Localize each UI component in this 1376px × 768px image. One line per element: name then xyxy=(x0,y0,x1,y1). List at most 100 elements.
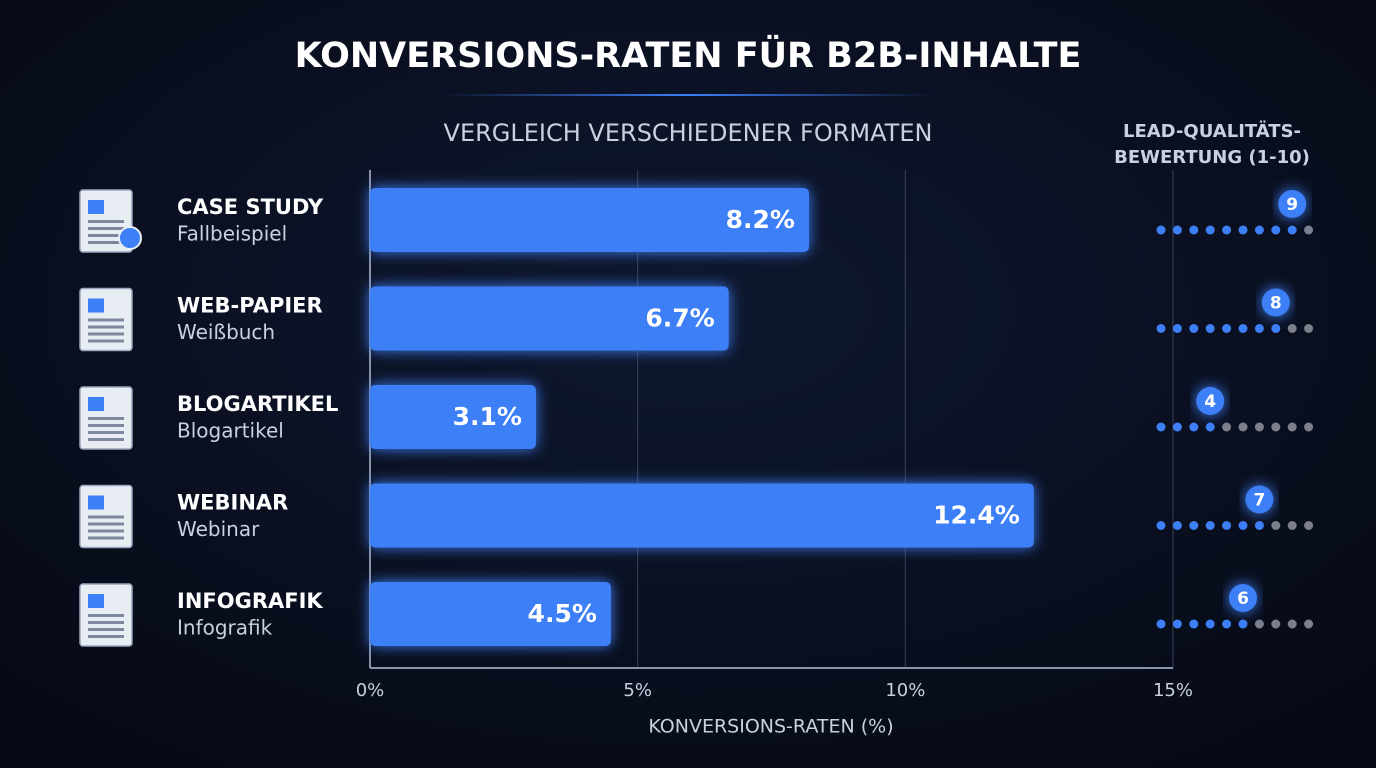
category-icon xyxy=(79,484,133,549)
rating-dot xyxy=(1172,324,1182,333)
category-sublabel: Infografik xyxy=(177,616,273,640)
chart-subtitle: VERGLEICH VERSCHIEDENER FORMATEN xyxy=(444,119,933,147)
rating-badge xyxy=(1245,485,1274,514)
rating-title: LEAD-QUALITÄTS- xyxy=(1123,120,1301,142)
x-tick-label: 10% xyxy=(885,680,925,701)
rating-dot xyxy=(1205,324,1215,333)
rating-label: 6 xyxy=(1237,589,1249,609)
rating-dot xyxy=(1205,521,1215,530)
rating-dot xyxy=(1238,619,1248,629)
rating-dot xyxy=(1189,521,1199,530)
x-tick-label: 0% xyxy=(356,680,385,701)
rating-dots xyxy=(1156,225,1297,235)
icon-accent xyxy=(88,298,104,313)
rating-dot xyxy=(1271,619,1281,629)
rating-dot xyxy=(1304,619,1314,629)
icon-line xyxy=(88,220,124,223)
icon-line xyxy=(88,635,124,638)
rating-dot xyxy=(1287,619,1297,629)
rating-dot xyxy=(1287,324,1297,333)
rating-dot xyxy=(1254,324,1264,333)
rating-badge xyxy=(1229,584,1257,612)
bar xyxy=(370,188,809,252)
rating-dot xyxy=(1205,619,1215,629)
bar xyxy=(370,286,729,351)
rating-dot xyxy=(1189,225,1199,235)
rating-dot xyxy=(1238,324,1248,333)
rating-dot xyxy=(1271,422,1281,432)
bar xyxy=(370,582,611,646)
rating-dot xyxy=(1172,619,1182,629)
category-icon xyxy=(79,189,142,253)
rating-label: 8 xyxy=(1270,294,1282,314)
icon-line xyxy=(88,515,124,519)
value-label: 6.7% xyxy=(645,304,714,333)
category-sublabel: Blogartikel xyxy=(177,419,284,443)
rating-dot xyxy=(1304,324,1314,333)
icon-line xyxy=(88,522,124,526)
rating-dot xyxy=(1254,619,1264,629)
category-label: BLOGARTIKEL xyxy=(177,392,338,416)
rating-dot xyxy=(1222,225,1232,235)
category-label: INFOGRAFIK xyxy=(177,589,323,613)
rating-dots xyxy=(1156,324,1281,333)
chart-title: KONVERSIONS-RATEN FÜR B2B-INHALTE xyxy=(295,34,1082,76)
rating-dot xyxy=(1254,422,1264,432)
icon-line xyxy=(88,241,124,244)
category-sublabel: Weißbuch xyxy=(177,320,275,344)
icon-line xyxy=(88,621,124,624)
rating-label: 9 xyxy=(1286,195,1298,215)
x-tick-label: 5% xyxy=(623,680,652,701)
rating-dot xyxy=(1254,225,1264,235)
rating-dot xyxy=(1287,521,1297,530)
rating-dot xyxy=(1222,619,1232,629)
rating-dot xyxy=(1271,521,1281,530)
icon-line xyxy=(88,536,124,540)
icon-line xyxy=(88,234,124,237)
x-axis-label: KONVERSIONS-RATEN (%) xyxy=(648,716,893,738)
rating-dot xyxy=(1222,324,1232,333)
icon-line xyxy=(88,339,124,343)
value-label: 8.2% xyxy=(726,205,795,234)
rating-dot xyxy=(1287,422,1297,432)
icon-check xyxy=(118,226,142,250)
rating-dot xyxy=(1189,324,1199,333)
rating-dot xyxy=(1189,619,1199,629)
rating-badge xyxy=(1278,190,1307,218)
rating-dots xyxy=(1156,422,1215,432)
x-tick-label: 15% xyxy=(1153,680,1193,701)
category-sublabel: Webinar xyxy=(177,517,260,541)
bar xyxy=(370,385,536,449)
icon-line xyxy=(88,424,124,427)
rating-dot xyxy=(1156,324,1166,333)
rating-dot xyxy=(1271,324,1281,333)
rating-dot xyxy=(1238,422,1248,432)
rating-dot xyxy=(1189,422,1199,432)
rating-title: BEWERTUNG (1-10) xyxy=(1114,147,1310,168)
category-label: WEB-PAPIER xyxy=(177,294,323,318)
rating-dot xyxy=(1172,521,1182,530)
category-label: CASE STUDY xyxy=(177,195,324,219)
category-label: WEBINAR xyxy=(177,491,288,515)
rating-dot xyxy=(1287,225,1297,235)
icon-line xyxy=(88,318,124,322)
icon-line xyxy=(88,529,124,533)
icon-line xyxy=(88,325,124,329)
icon-line xyxy=(88,227,124,230)
rating-dot xyxy=(1205,225,1215,235)
rating-dot xyxy=(1222,422,1232,432)
rating-dot xyxy=(1156,422,1166,432)
icon-accent xyxy=(88,594,104,608)
icon-line xyxy=(88,628,124,631)
rating-dots xyxy=(1156,619,1248,629)
rating-dots xyxy=(1156,521,1264,530)
rating-dot xyxy=(1238,225,1248,235)
rating-dot xyxy=(1156,521,1166,530)
rating-dot xyxy=(1238,521,1248,530)
value-label: 3.1% xyxy=(453,402,522,431)
value-label: 12.4% xyxy=(933,501,1020,530)
category-icon xyxy=(79,287,133,352)
